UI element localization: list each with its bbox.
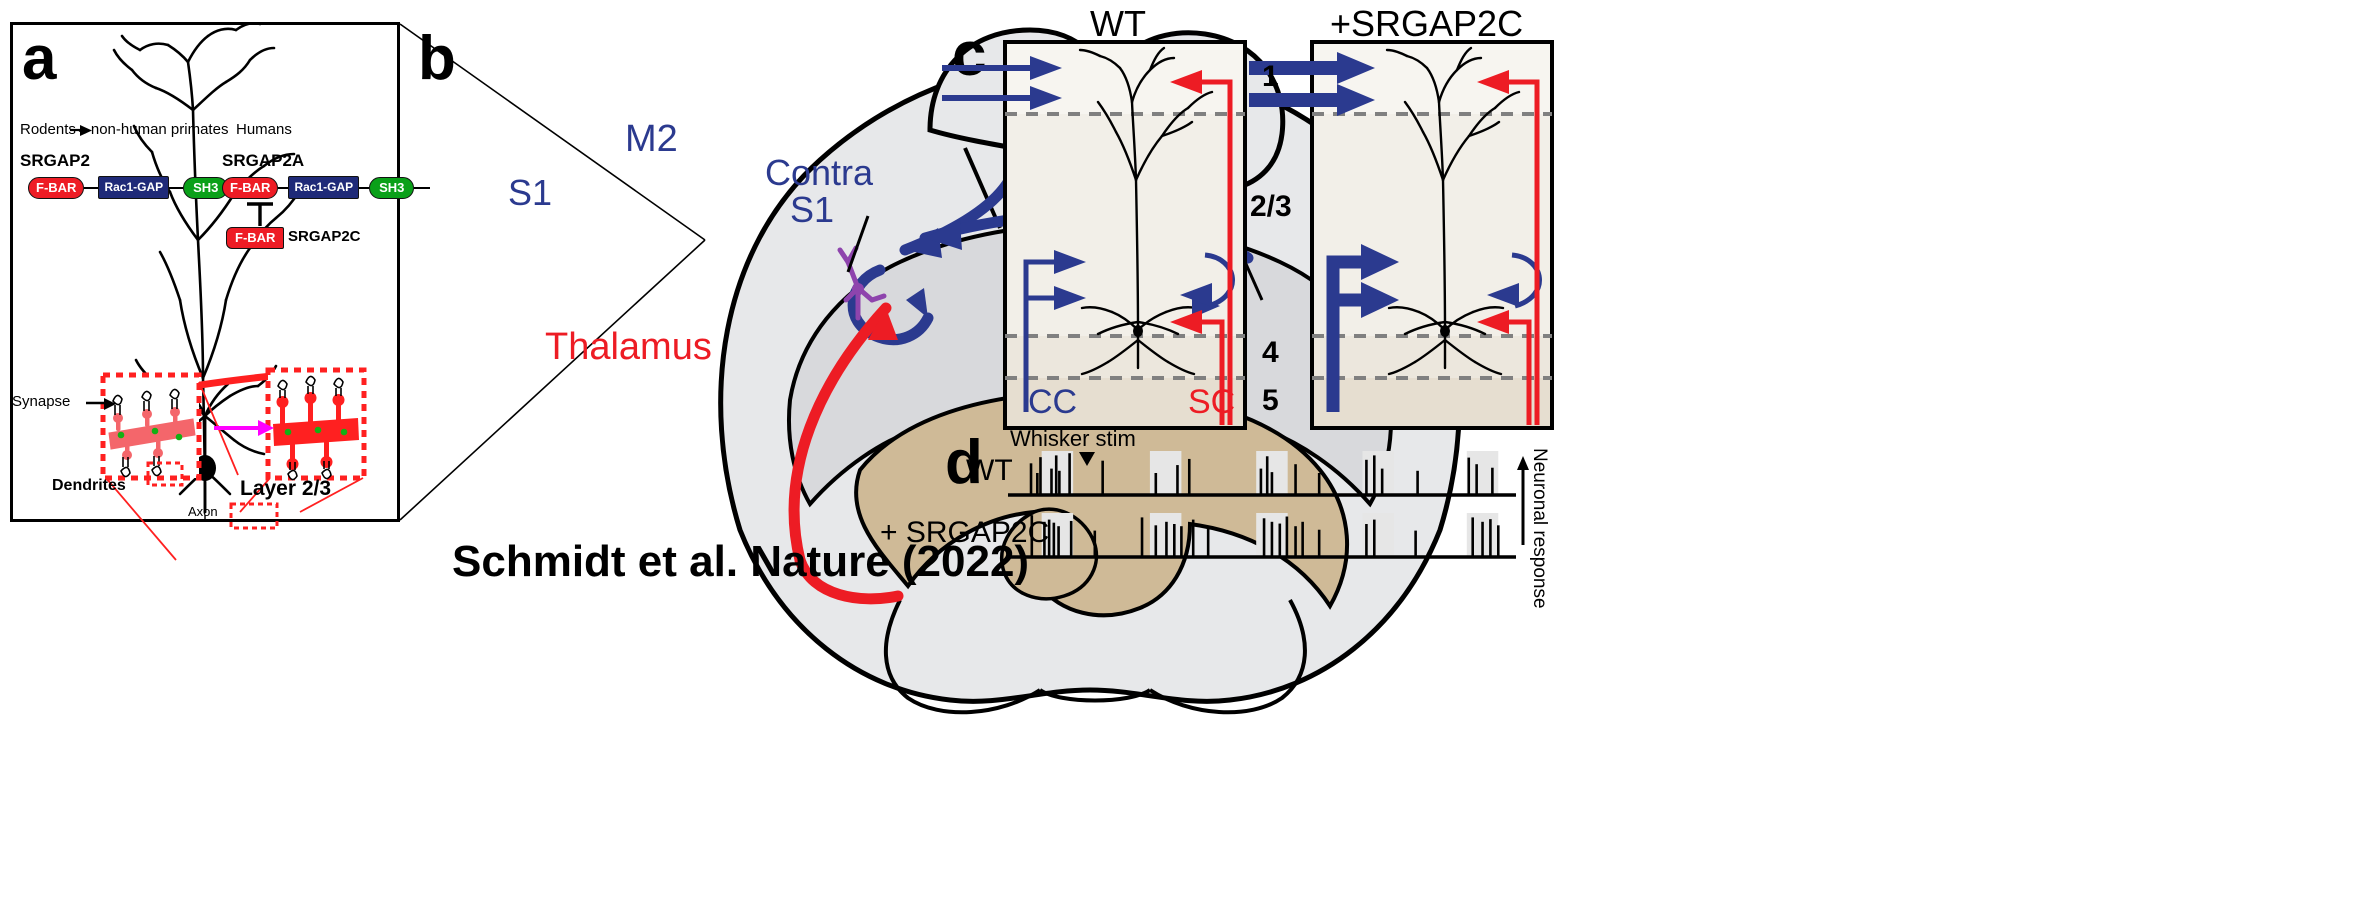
- axon-label: Axon: [188, 504, 218, 519]
- srgap2c-column-frame: [1310, 40, 1554, 430]
- panel-c-title-wt: WT: [1090, 3, 1146, 44]
- contra-label: Contra: [765, 152, 874, 193]
- wt-sc-red-arrows: [1170, 70, 1233, 425]
- transition-arrow-icon: [214, 420, 274, 436]
- wt-l1-blue-arrows: [942, 56, 1062, 110]
- neuronal-response-label: Neuronal response: [1529, 448, 1550, 609]
- srgap2-domain-diagram: F-BAR Rac1-GAP SH3: [28, 176, 253, 199]
- panel-c-column-srgap2c: [1249, 40, 1554, 430]
- panel-a-species-left-label-a: Rodents→non-human primates: [20, 121, 229, 138]
- dendrites-label: Dendrites: [52, 477, 126, 494]
- domain-fbar-left: F-BAR: [28, 176, 85, 199]
- domain-sh3-right: SH3: [369, 176, 415, 199]
- domain-link-4: [278, 186, 289, 189]
- panel-c-letter: c: [952, 20, 987, 89]
- panel-b-letter: b: [418, 24, 456, 93]
- domain-link-6: [414, 186, 431, 189]
- domain-link-1: [84, 186, 99, 189]
- domain-fbar-truncated: F-BAR: [226, 227, 285, 249]
- brain-inner-line-left: [883, 599, 1042, 715]
- domain-sh3-left: SH3: [183, 176, 229, 199]
- layer-label-23: 2/3: [1250, 190, 1292, 223]
- rodents-arrow-icon: [70, 125, 92, 136]
- contra-s1-label: S1: [790, 189, 835, 230]
- m2-label: M2: [625, 118, 678, 160]
- layer-label-4: 4: [1262, 336, 1279, 369]
- s1-leader-line: [846, 215, 870, 273]
- s1-label: S1: [508, 172, 553, 213]
- panel-a-letter: a: [22, 24, 57, 93]
- panel-c-title-srgap2c: +SRGAP2C: [1330, 3, 1524, 44]
- panel-a-gene-right-label: SRGAP2A: [222, 151, 305, 170]
- domain-fbar-right: F-BAR: [222, 176, 279, 199]
- raster-row-label-wt: WT: [966, 454, 1013, 487]
- synapse-inset-right: [229, 367, 367, 530]
- layer23-label-panel-a: Layer 2/3: [240, 477, 332, 500]
- sc-label: SC: [1188, 383, 1236, 421]
- synapse-inset-left: [100, 372, 239, 561]
- srgap2a-domain-diagram: F-BAR Rac1-GAP SH3: [222, 176, 431, 199]
- neuronal-response-axis: [1517, 456, 1529, 545]
- s1-neuron-soma: [852, 283, 864, 295]
- cc-label: CC: [1028, 383, 1078, 421]
- panel-a-gene-left-label: SRGAP2: [20, 151, 90, 170]
- wt-column-frame: [1003, 40, 1247, 430]
- inset-source-box-left: [146, 461, 184, 487]
- srgap2c-pyramidal-neuron: [1385, 46, 1521, 376]
- srgap2c-cc-blue-arrows: [1326, 244, 1399, 412]
- whisker-stim-marker-icon: [1079, 452, 1095, 466]
- domain-rac1gap-left: Rac1-GAP: [98, 176, 170, 199]
- synapse-pointer-icon: [86, 398, 116, 410]
- brain-midline-bottom: [1038, 688, 1152, 703]
- domain-link-5: [359, 186, 370, 189]
- raster-plot: [1008, 451, 1516, 559]
- stim-window: [1362, 451, 1394, 495]
- wt-cc-blue-arrows: [1023, 250, 1086, 412]
- thalamus-arrowhead: [868, 308, 898, 340]
- panel-a-callout-lines: [399, 23, 706, 521]
- srgap2c-l1-blue-arrows: [1249, 52, 1375, 116]
- srgap2c-domain-diagram: F-BAR: [226, 227, 285, 249]
- layer-label-1: 1: [1262, 60, 1279, 93]
- thalamus-label: Thalamus: [545, 326, 712, 368]
- wt-pyramidal-neuron: [1078, 46, 1214, 376]
- brain-inner-line-right: [1148, 599, 1307, 715]
- panel-a-srgap2c-label: SRGAP2C: [288, 228, 361, 245]
- raster-row-label-srgap2c: + SRGAP2C: [880, 516, 1050, 549]
- stim-window: [1362, 513, 1394, 557]
- inset-source-box-right: [229, 502, 279, 530]
- srgap2c-neuron-soma: [1440, 325, 1450, 337]
- whisker-stim-label: Whisker stim: [1010, 426, 1136, 451]
- panel-c-column-wt: [942, 40, 1247, 430]
- panel-d-letter: d: [945, 428, 983, 497]
- domain-rac1gap-right: Rac1-GAP: [288, 176, 360, 199]
- synapse-label: Synapse: [12, 393, 71, 410]
- contra-arrowhead: [925, 220, 962, 250]
- srgap2c-sc-red-arrows: [1477, 70, 1540, 425]
- panel-a-species-right-label: Humans: [236, 121, 292, 138]
- thalamus-tract-upper: [788, 302, 892, 566]
- layer-label-5: 5: [1262, 384, 1279, 417]
- domain-link-2: [169, 186, 184, 189]
- citation-text: Schmidt et al. Nature (2022): [452, 537, 1030, 586]
- thalamus-tract-lower: [794, 554, 904, 605]
- brain-sulcus-1: [963, 147, 1002, 229]
- inhibition-tbar-icon: [247, 202, 273, 226]
- recurrent-arrowhead: [906, 288, 928, 318]
- wt-neuron-soma: [1133, 325, 1143, 337]
